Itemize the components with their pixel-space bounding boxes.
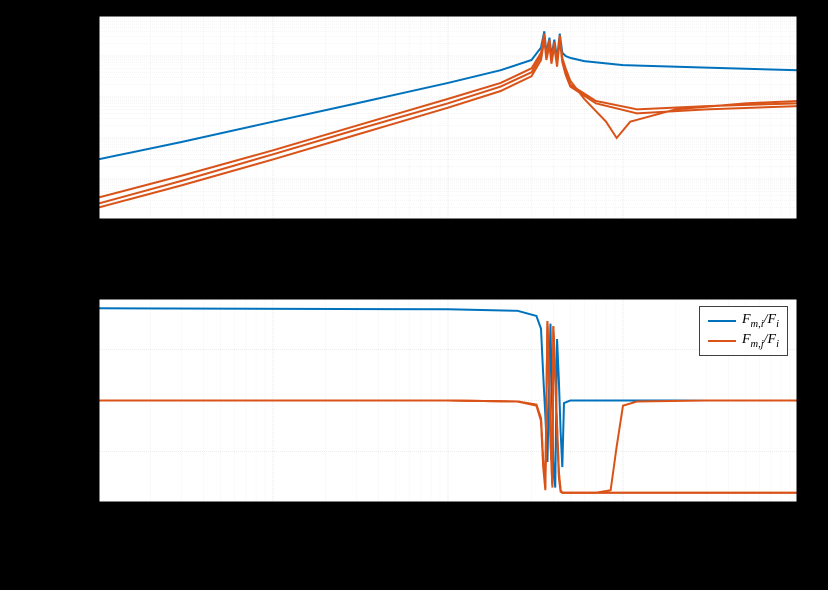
magnitude-xtick: 10¹ xyxy=(83,222,113,238)
magnitude-xtick: 10⁵ xyxy=(783,222,813,238)
magnitude-xtick: 10² xyxy=(258,222,288,238)
phase-xtick: 10⁴ xyxy=(608,505,638,521)
legend-item-orange: Fm,j/Fi xyxy=(708,331,779,351)
magnitude-ylabel: Ambient Acceleration [m/s²] xyxy=(27,19,44,219)
magnitude-ytick: 10⁻⁵ xyxy=(55,130,95,146)
legend-swatch-orange xyxy=(708,340,736,343)
magnitude-svg xyxy=(98,15,798,220)
legend-label-blue: Fm,i/Fi xyxy=(742,312,779,330)
phase-xtick: 10¹ xyxy=(83,505,113,521)
phase-xtick: 10⁵ xyxy=(783,505,813,521)
phase-ytick: 100 xyxy=(60,341,95,357)
magnitude-xtick: 10³ xyxy=(433,222,463,238)
magnitude-ytick: 10⁻³ xyxy=(55,48,95,64)
phase-xtick: 10³ xyxy=(433,505,463,521)
phase-ytick: -100 xyxy=(60,444,95,460)
phase-ytick: 0 xyxy=(60,393,95,409)
phase-xtick: 10² xyxy=(258,505,288,521)
magnitude-ytick: 10⁻² xyxy=(55,7,95,23)
phase-xlabel: Frequency [Hz] xyxy=(398,521,518,538)
magnitude-ytick: 10⁻⁶ xyxy=(55,171,95,187)
phase-panel: Fm,i/Fi Fm,j/Fi xyxy=(98,298,798,503)
figure-root: Ambient Acceleration [m/s²] 10⁻⁷10⁻⁶10⁻⁵… xyxy=(0,0,828,590)
magnitude-xlabel: Frequency [Hz] xyxy=(398,238,518,255)
magnitude-panel xyxy=(98,15,798,220)
magnitude-ytick: 10⁻⁴ xyxy=(55,89,95,105)
phase-ytick: 200 xyxy=(60,290,95,306)
phase-svg xyxy=(98,298,798,503)
magnitude-xtick: 10⁴ xyxy=(608,222,638,238)
legend-label-orange: Fm,j/Fi xyxy=(742,332,779,350)
legend-item-blue: Fm,i/Fi xyxy=(708,311,779,331)
phase-ylabel: Phase [°] xyxy=(34,341,51,461)
legend: Fm,i/Fi Fm,j/Fi xyxy=(699,306,788,356)
legend-swatch-blue xyxy=(708,320,736,323)
